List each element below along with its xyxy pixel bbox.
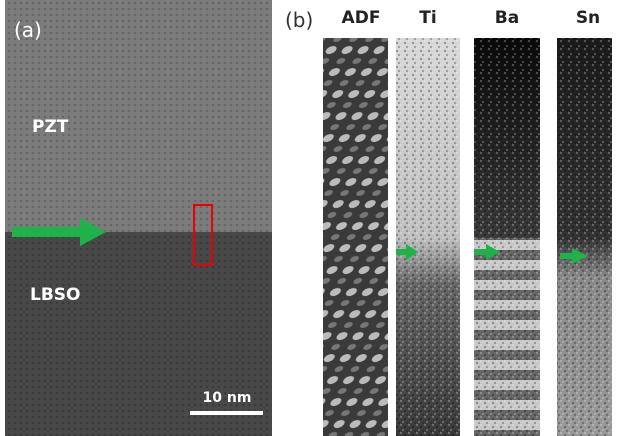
column-label: Ti [419,8,436,28]
panel-label: (b) [285,8,313,32]
adf-map [323,38,388,436]
sn-noise [557,38,612,436]
ba-noise [474,38,540,436]
scale-bar [190,411,263,415]
column-label: Sn [576,8,600,28]
layer-label: PZT [32,117,69,137]
selection-box [193,204,213,266]
panel-label: (a) [14,18,42,42]
column-label: Ba [495,8,519,28]
ti-noise [396,38,460,436]
interface-arrow [12,218,106,246]
column-label: ADF [342,8,381,28]
interface-arrows [396,244,588,264]
lattice-texture [5,0,272,436]
layer-label: LBSO [30,285,81,305]
scale-bar-label: 10 nm [203,390,252,406]
